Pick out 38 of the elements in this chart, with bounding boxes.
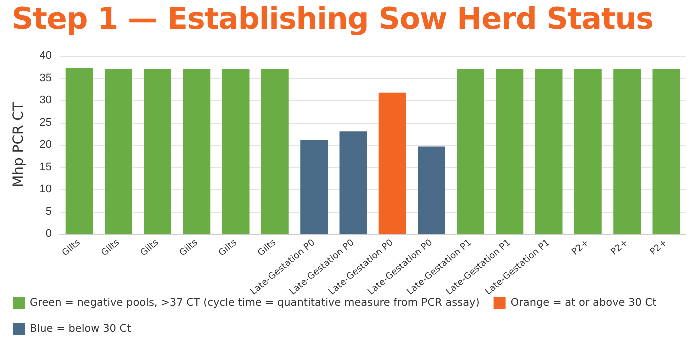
bar <box>144 69 172 234</box>
legend-label: Green = negative pools, >37 CT (cycle time = quantitative measure from PCR assay) <box>30 297 480 309</box>
bar <box>222 69 250 234</box>
bar <box>652 69 680 234</box>
x-tick-label: Gilts <box>217 238 240 259</box>
y-tick-label: 20 <box>40 139 52 151</box>
bar <box>378 92 406 234</box>
y-tick-label: 35 <box>40 72 52 84</box>
y-tick-label: 25 <box>40 116 52 129</box>
y-tick-label: 0 <box>46 228 52 240</box>
legend-label: Blue = below 30 Ct <box>30 323 132 335</box>
bar <box>340 132 368 234</box>
x-tick-label: P2+ <box>570 238 592 258</box>
bar <box>457 69 485 234</box>
legend-label: Orange = at or above 30 Ct <box>510 297 657 309</box>
bar <box>183 69 211 234</box>
x-tick-label: Gilts <box>178 238 200 259</box>
y-tick-label: 10 <box>40 184 52 196</box>
bar <box>574 69 602 234</box>
bar <box>300 140 328 234</box>
bar <box>104 69 132 234</box>
bar <box>66 68 94 234</box>
x-tick-label: Gilts <box>100 238 122 259</box>
x-tick-label: Gilts <box>60 238 84 259</box>
y-tick-label: 30 <box>40 94 52 106</box>
y-tick-label: 40 <box>40 50 52 62</box>
x-tick-label: P2+ <box>610 238 631 258</box>
bar <box>261 69 289 234</box>
x-tick-label: P2+ <box>648 238 670 258</box>
y-axis-title: Mhp PCR CT <box>11 102 27 188</box>
x-tick-label: Gilts <box>139 238 162 259</box>
bar <box>496 69 524 234</box>
chart-title: Step 1 — Establishing Sow Herd Status <box>12 2 654 37</box>
bar <box>535 69 563 234</box>
bar <box>614 69 642 234</box>
y-tick-label: 5 <box>46 206 52 218</box>
bar <box>418 146 446 234</box>
y-tick-label: 15 <box>40 161 52 174</box>
